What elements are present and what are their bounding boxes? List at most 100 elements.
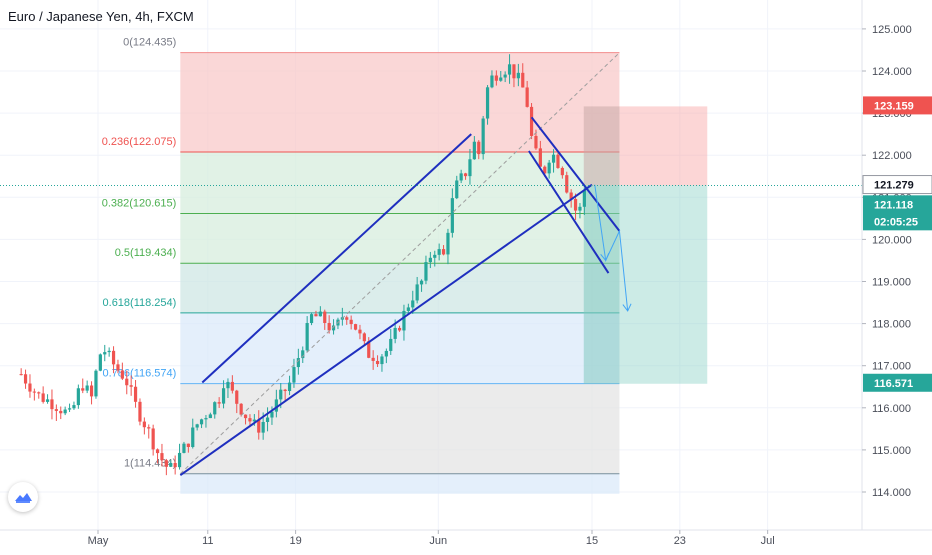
tradingview-cloud-icon[interactable] <box>8 482 38 512</box>
candle-body <box>160 453 164 461</box>
candle-body <box>305 323 309 351</box>
candle-body <box>472 141 476 160</box>
candle-body <box>331 325 336 331</box>
wedge-lower-line <box>528 150 610 274</box>
candle-body <box>349 319 353 325</box>
candle-body <box>59 410 63 414</box>
candle-body <box>138 401 142 422</box>
fib-level-label: 0(124.435) <box>123 37 176 49</box>
candle-body <box>173 462 177 468</box>
fib-zone <box>180 152 620 214</box>
forecast-arrowhead <box>622 303 632 312</box>
candle-body <box>397 327 402 331</box>
price-label-stop <box>863 96 932 115</box>
candle-body <box>208 414 212 419</box>
price-tick-label: 115.000 <box>872 445 911 457</box>
candle-body <box>164 460 168 467</box>
candle-body <box>402 310 406 331</box>
candle-body <box>490 75 494 88</box>
candle-body <box>494 75 498 81</box>
candle-body <box>243 414 248 419</box>
candle-body <box>94 370 98 397</box>
candle-body <box>151 428 155 450</box>
candle-body <box>538 148 542 167</box>
candle-body <box>41 393 45 402</box>
candle-body <box>199 419 204 425</box>
candle-body <box>125 378 129 386</box>
candle-body <box>76 388 80 406</box>
chart-title: Euro / Japanese Yen, 4h, FXCM <box>8 9 194 24</box>
fib-level-label: 0.618(118.254) <box>103 297 177 309</box>
price-label-target <box>863 373 932 392</box>
candle-body <box>481 118 485 155</box>
candle-body <box>547 162 551 174</box>
candle-body <box>424 262 428 281</box>
candle-body <box>529 106 534 136</box>
time-tick-label: 23 <box>674 535 686 547</box>
candle-body <box>371 357 375 361</box>
candle-body <box>67 408 72 410</box>
candle-body <box>279 389 283 400</box>
candle-body <box>499 77 503 81</box>
candle-body <box>261 421 265 433</box>
price-label-crosshair <box>862 175 932 195</box>
candle-body <box>63 409 67 414</box>
candle-body <box>230 381 234 391</box>
time-tick-label: 19 <box>289 535 301 547</box>
candle-body <box>314 314 318 317</box>
candle-body <box>446 232 450 255</box>
candle-body <box>177 452 182 468</box>
candle-body <box>169 462 173 467</box>
candle-body <box>578 206 582 211</box>
candle-body <box>213 402 217 415</box>
candle-body <box>521 72 525 88</box>
candle-body <box>239 403 243 415</box>
candle-body <box>309 314 314 324</box>
price-tick-label: 114.000 <box>872 487 911 499</box>
candle-body <box>375 360 380 365</box>
fib-zone <box>180 312 620 384</box>
price-tick-label: 120.000 <box>872 234 912 246</box>
candle-body <box>54 409 58 411</box>
candle-body <box>525 87 529 107</box>
candle-body <box>551 154 556 163</box>
candle-body <box>195 424 199 428</box>
candle-body <box>415 284 419 301</box>
price-tick-label: 116.000 <box>872 403 911 415</box>
candle-body <box>543 166 547 174</box>
time-axis-bg <box>0 530 932 550</box>
candle-body <box>292 367 296 383</box>
time-tick-label: May <box>88 535 109 547</box>
price-tick-label: 117.000 <box>872 361 911 373</box>
candle-body <box>274 399 278 412</box>
candle-body <box>155 449 160 454</box>
candle-body <box>367 341 371 358</box>
candle-body <box>270 411 274 418</box>
candle-body <box>283 389 287 392</box>
candle-body <box>252 419 256 422</box>
candle-body <box>582 190 586 207</box>
price-tick-label: 125.000 <box>872 24 912 36</box>
candle-body <box>468 159 472 177</box>
candle-body <box>37 392 41 394</box>
price-label-text: 02:05:25 <box>874 216 918 228</box>
price-label-last <box>863 195 932 214</box>
candle-body <box>81 388 85 391</box>
candle-body <box>565 175 569 193</box>
candle-body <box>98 354 102 371</box>
candle-body <box>507 64 512 75</box>
candle-body <box>287 382 292 392</box>
candle-body <box>406 307 410 311</box>
candle-body <box>419 280 424 285</box>
candle-body <box>327 322 331 331</box>
price-tick-label: 124.000 <box>872 66 912 78</box>
forecast-path <box>594 184 629 312</box>
candle-body <box>573 199 578 211</box>
candle-body <box>428 257 432 263</box>
candle-body <box>204 418 208 420</box>
price-tick-label: 118.000 <box>872 319 911 331</box>
candle-body <box>235 390 239 404</box>
time-tick-label: 11 <box>202 535 213 547</box>
